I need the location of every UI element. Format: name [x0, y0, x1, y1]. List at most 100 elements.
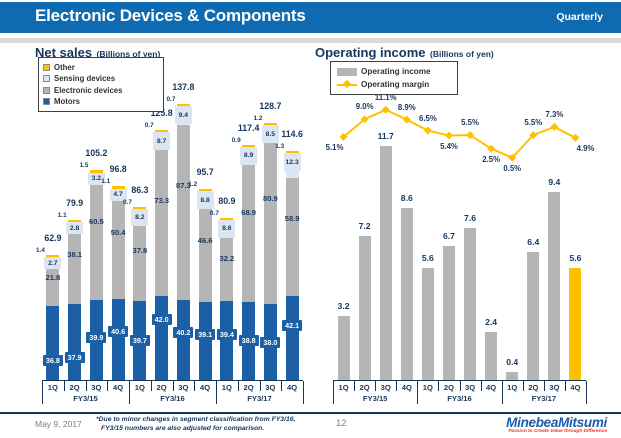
other-value-label: 0.7 [144, 122, 154, 129]
sensing-value-label: 8.6 [218, 219, 236, 238]
margin-marker-icon [571, 133, 580, 142]
margin-marker-icon [487, 144, 496, 153]
quarter-label: 3Q [464, 383, 476, 392]
operating-income-value-label: 6.4 [527, 237, 540, 247]
motors-value-label: 37.9 [64, 352, 85, 363]
bar-segment-electronic [242, 164, 256, 303]
sensing-value-label: 3.2 [87, 172, 105, 185]
operating-income-value-label: 0.4 [506, 357, 519, 367]
bar-segment-motors [46, 306, 60, 380]
operating-income-value-label: 9.4 [548, 177, 561, 187]
operating-margin-value-label: 0.5% [503, 163, 522, 173]
footer-divider [0, 412, 621, 414]
legend-label-motors: Motors [54, 97, 80, 107]
logo-tagline: Passion to Create Value through Differen… [508, 429, 607, 434]
other-value-label: 0.7 [166, 96, 176, 104]
other-value-label: 0.7 [122, 198, 132, 206]
operating-margin-value-label: 8.9% [397, 102, 416, 112]
other-value-label: 1.4 [35, 246, 45, 254]
fy-label: FY3/16 [447, 394, 472, 403]
operating-income-value-label: 6.7 [442, 231, 455, 241]
motors-value-label: 36.8 [42, 355, 63, 366]
bar-segment-other [155, 130, 169, 132]
bar-segment-other [220, 217, 234, 220]
motors-value-label: 39.1 [195, 329, 216, 340]
fy-label: FY3/17 [531, 394, 557, 403]
motors-value-label: 38.0 [260, 337, 281, 348]
x-axis-tick [150, 381, 152, 391]
bar-segment-electronic [89, 179, 103, 301]
quarter-label: 2Q [443, 383, 455, 392]
operating-income-bar [442, 246, 455, 380]
bar-segment-electronic [111, 198, 125, 299]
operating-income-value-label: 2.4 [485, 317, 498, 327]
bar-segment-other [198, 188, 212, 191]
bar-segment-electronic [263, 142, 277, 304]
header-divider [0, 38, 621, 43]
electronic-value-label: 68.9 [241, 207, 257, 217]
footer-date: May 9, 2017 [35, 419, 82, 429]
electronic-swatch-icon [43, 86, 50, 94]
company-logo: MinebeaMitsumi Passion to Create Value t… [506, 415, 607, 434]
x-axis-tick [107, 381, 109, 391]
operating-margin-value-label: 11.1% [374, 92, 397, 102]
legend-item-operating-margin: Operating margin [337, 80, 451, 89]
x-axis-tick [63, 381, 65, 391]
bar-segment-other [68, 220, 82, 223]
operating-margin-value-label: 6.5% [418, 113, 437, 123]
bar-total-label: 137.8 [172, 82, 195, 93]
bar-total-label: 114.6 [281, 128, 303, 139]
operating-income-value-label: 7.6 [464, 213, 476, 223]
operating-margin-value-label: 5.1% [325, 142, 344, 152]
operating-income-value-label: 3.2 [337, 301, 350, 311]
legend-item-electronic: Electronic devices [43, 86, 159, 95]
operating-margin-line-icon [337, 79, 357, 89]
header-band [0, 2, 621, 33]
footnote-line2: FY3/15 numbers are also adjusted for com… [101, 424, 265, 432]
bar-segment-other [242, 144, 256, 147]
operating-income-swatch-icon [337, 67, 357, 76]
operating-income-bar [358, 236, 371, 380]
electronic-value-label: 38.1 [67, 249, 83, 259]
other-value-label: 1.3 [275, 142, 285, 150]
electronic-value-label: 32.2 [219, 254, 235, 264]
fy-label: FY3/16 [160, 394, 185, 403]
sensing-value-label: 8.7 [153, 132, 171, 150]
sensing-value-label: 12.3 [283, 153, 301, 172]
legend-item-motors: Motors [43, 97, 159, 106]
x-axis-line [333, 380, 586, 382]
sensing-value-label: 4.7 [109, 188, 127, 201]
x-axis-tick [237, 381, 239, 391]
bar-segment-other [263, 122, 277, 126]
x-axis-tick [375, 381, 377, 391]
quarter-label: 1Q [134, 383, 145, 392]
netsales-section-title: Net sales (Billions of yen) [35, 44, 160, 62]
sensing-swatch-icon [43, 75, 50, 83]
x-axis-tick [172, 381, 174, 391]
operating-income-bar [548, 192, 561, 380]
electronic-value-label: 21.8 [45, 273, 61, 283]
x-axis-tick [501, 381, 503, 404]
sensing-value-label: 8.5 [261, 125, 279, 144]
sensing-value-label: 8.9 [240, 146, 258, 165]
x-axis-tick [480, 381, 482, 391]
legend-item-other: Other [43, 63, 159, 72]
legend-label-sensing: Sensing devices [54, 74, 116, 84]
margin-marker-icon [529, 131, 538, 140]
x-axis-tick [354, 381, 356, 391]
bar-total-label: 105.2 [85, 147, 108, 158]
quarter-label: 3Q [91, 383, 102, 392]
x-axis-tick [438, 381, 440, 391]
margin-marker-icon [444, 131, 453, 140]
quarter-label: 4Q [200, 383, 211, 392]
motors-swatch-icon [43, 98, 50, 106]
bar-segment-other [111, 186, 125, 189]
electronic-value-label: 73.3 [154, 195, 170, 205]
motors-value-label: 40.2 [173, 327, 194, 338]
bar-segment-motors [111, 298, 125, 380]
bar-total-label: 86.3 [131, 184, 149, 195]
operating-income-value-label: 11.7 [377, 131, 394, 141]
fy-label: FY3/17 [247, 394, 272, 403]
electronic-value-label: 50.4 [110, 228, 126, 238]
operating-income-value-label: 5.6 [569, 253, 582, 263]
